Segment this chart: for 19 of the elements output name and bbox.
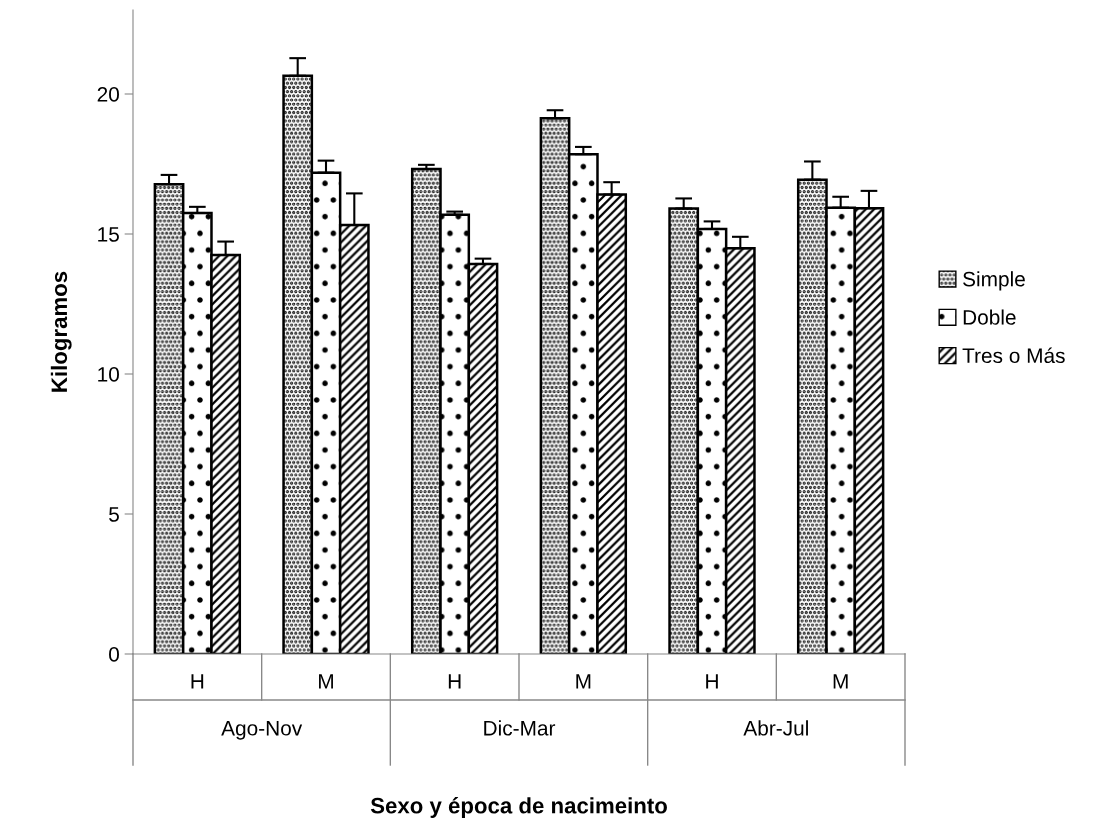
x-axis-title: Sexo y época de nacimeinto <box>370 797 667 818</box>
text: Abr-Jul <box>743 720 808 736</box>
legend-label: Tres o Más <box>962 347 1065 364</box>
text: Ago-Nov <box>221 721 303 740</box>
x-tick-label: M <box>319 674 333 689</box>
legend-label: Doble <box>963 309 1016 325</box>
x-tick-label: H <box>448 674 461 689</box>
x-tick-label: M <box>576 674 591 689</box>
x-tick-label: H <box>191 674 204 689</box>
y-tick-label: 15 <box>98 227 119 242</box>
y-axis-title: Kilogramos <box>50 271 72 392</box>
x-tick-label: H <box>706 674 718 689</box>
x-tick-label: M <box>833 674 848 689</box>
y-tick-label: 5 <box>109 507 119 522</box>
y-tick-label: 20 <box>97 87 119 102</box>
legend-label: Simple <box>963 271 1025 291</box>
y-tick-label: 0 <box>109 647 119 662</box>
text: Dic-Mar <box>484 720 556 736</box>
y-tick-label: 10 <box>98 367 119 382</box>
